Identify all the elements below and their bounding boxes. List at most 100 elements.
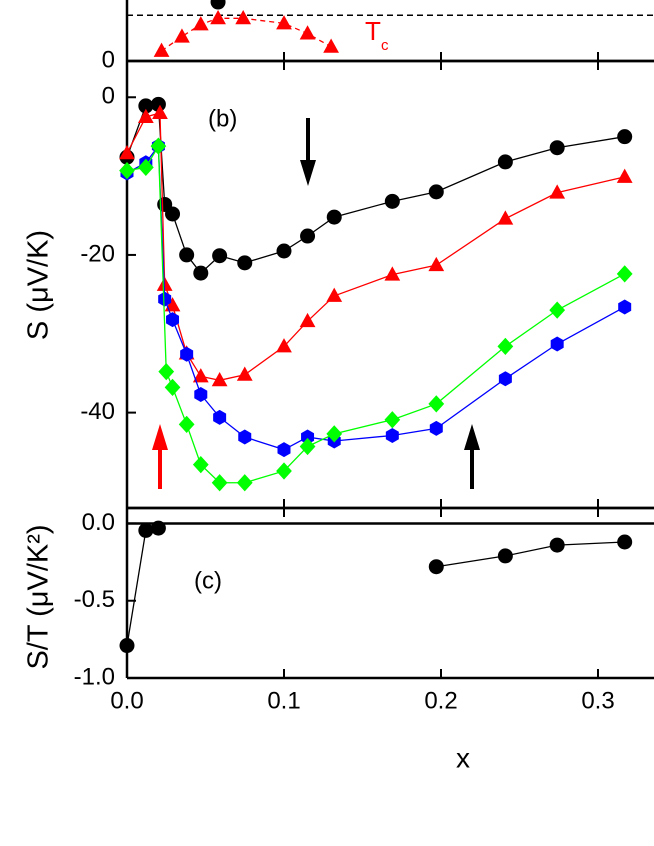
marker <box>384 411 401 429</box>
series-line <box>126 527 159 646</box>
marker <box>323 38 339 53</box>
marker <box>617 129 633 145</box>
marker <box>165 206 181 222</box>
marker <box>150 96 166 112</box>
marker <box>549 140 565 156</box>
marker <box>153 42 170 57</box>
panel-label: (c) <box>194 567 222 594</box>
marker <box>138 98 154 114</box>
marker <box>326 209 342 225</box>
marker <box>428 559 444 575</box>
marker <box>326 425 343 443</box>
marker <box>276 15 292 30</box>
marker <box>497 210 514 225</box>
x-tick-label: 0.1 <box>267 687 300 714</box>
x-tick-label: 0.3 <box>581 687 614 714</box>
x-tick-label: 0.0 <box>110 687 143 714</box>
marker <box>150 520 166 536</box>
marker <box>276 462 292 480</box>
marker <box>549 184 566 199</box>
marker <box>384 193 400 209</box>
marker <box>300 228 316 244</box>
marker <box>192 16 209 31</box>
marker <box>150 137 167 155</box>
y-tick-label: -40 <box>80 398 115 425</box>
marker <box>497 337 514 356</box>
x-axis-label: x <box>456 742 470 773</box>
y-tick-label: 0 <box>102 46 115 73</box>
marker <box>212 248 228 264</box>
arrow <box>464 424 480 489</box>
marker <box>119 144 135 160</box>
marker <box>236 474 253 492</box>
marker <box>384 266 401 281</box>
marker <box>211 474 228 492</box>
arrow <box>300 118 316 186</box>
marker <box>326 287 343 302</box>
y-tick-label: -20 <box>80 240 115 267</box>
marker <box>429 420 443 436</box>
marker <box>616 265 633 283</box>
y-tick-label: 0.0 <box>82 509 115 536</box>
marker <box>276 243 292 259</box>
marker <box>617 534 633 550</box>
marker <box>550 336 564 352</box>
marker <box>210 10 226 25</box>
panel-label: (b) <box>208 105 237 132</box>
marker <box>119 638 135 654</box>
marker <box>180 346 194 362</box>
marker <box>210 0 226 10</box>
marker <box>174 28 190 43</box>
marker <box>299 437 316 456</box>
series-line <box>126 103 625 275</box>
marker <box>137 158 154 177</box>
marker <box>497 154 513 170</box>
marker <box>238 429 252 445</box>
y-tick-label: -1.0 <box>74 663 115 690</box>
marker <box>618 299 632 315</box>
y-tick-label: 0 <box>102 83 115 110</box>
marker <box>498 371 512 387</box>
marker <box>428 256 445 272</box>
marker <box>213 409 227 425</box>
tc-subscript: c <box>381 37 389 54</box>
marker <box>178 415 195 434</box>
marker <box>276 338 292 353</box>
marker <box>192 456 209 474</box>
marker <box>277 442 291 458</box>
marker <box>236 366 253 381</box>
marker <box>119 161 135 180</box>
marker <box>192 368 209 383</box>
series-line <box>126 112 625 381</box>
series-line <box>436 541 625 568</box>
marker <box>497 548 513 564</box>
marker <box>235 10 252 25</box>
marker <box>549 301 566 319</box>
y-axis-label: S (μV/K) <box>23 230 55 340</box>
marker <box>549 537 565 553</box>
tc-label: T <box>365 16 381 46</box>
marker <box>137 108 154 123</box>
marker <box>616 168 633 183</box>
marker <box>158 362 175 381</box>
marker <box>428 395 445 413</box>
marker <box>179 247 195 263</box>
marker <box>385 427 399 443</box>
marker <box>166 312 180 328</box>
marker <box>299 312 316 328</box>
marker <box>211 372 228 387</box>
marker <box>301 429 315 445</box>
y-axis-label: S/T (μV/K²) <box>23 524 55 669</box>
marker <box>158 291 172 307</box>
marker <box>164 378 181 397</box>
marker <box>138 522 154 538</box>
arrow <box>152 424 168 489</box>
marker <box>237 255 253 271</box>
marker <box>152 104 168 120</box>
series-line <box>126 144 626 451</box>
marker <box>428 184 444 200</box>
marker <box>299 25 316 40</box>
x-tick-label: 0.2 <box>424 687 457 714</box>
